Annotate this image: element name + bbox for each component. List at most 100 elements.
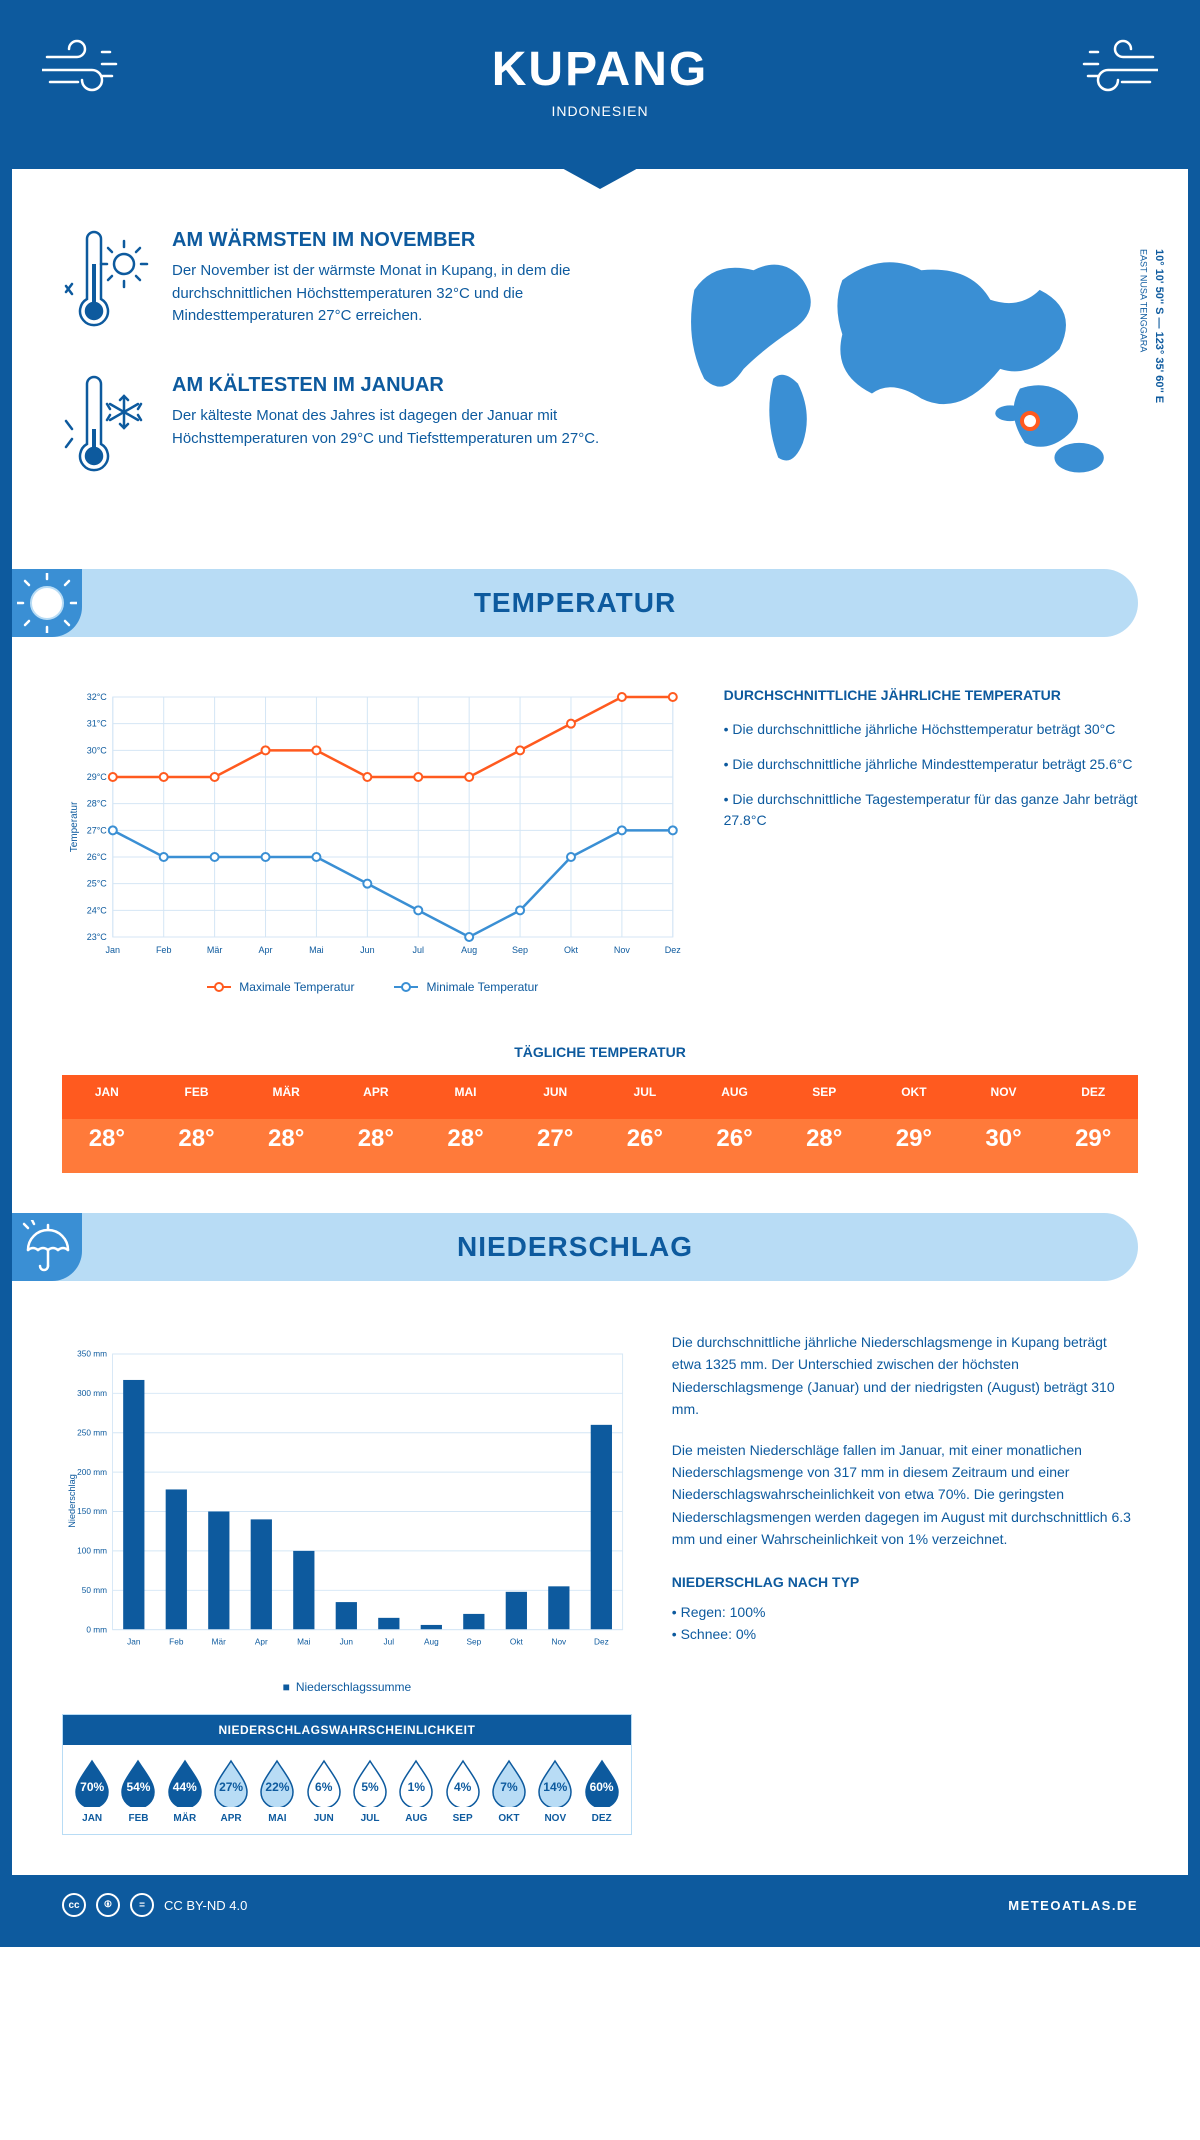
prob-row: 70% JAN 54% FEB 44% MÄR 27% APR [63,1745,631,1834]
prob-item: 7% OKT [488,1759,530,1824]
prob-item: 5% JUL [349,1759,391,1824]
svg-text:Mär: Mär [207,945,223,955]
daily-temp-col: OKT 29° [869,1075,959,1173]
page-title: KUPANG [32,42,1168,97]
precip-type-rain: • Regen: 100% [672,1601,1138,1623]
nd-icon: = [130,1893,154,1917]
prob-item: 27% APR [210,1759,252,1824]
daily-temp-col: APR 28° [331,1075,421,1173]
thermometer-cold-icon [62,374,152,489]
precipitation-banner: NIEDERSCHLAG [12,1213,1138,1281]
daily-temp-col: MÄR 28° [241,1075,331,1173]
precipitation-text: Die durchschnittliche jährliche Niedersc… [672,1331,1138,1835]
svg-text:28°C: 28°C [87,799,108,809]
intro-text-column: AM WÄRMSTEN IM NOVEMBER Der November ist… [62,229,605,519]
world-map-column: 10° 10' 50'' S — 123° 35' 60'' E EAST NU… [645,229,1138,519]
intro-section: AM WÄRMSTEN IM NOVEMBER Der November ist… [12,169,1188,549]
temp-bullet: • Die durchschnittliche Tagestemperatur … [724,789,1138,831]
prob-title: NIEDERSCHLAGSWAHRSCHEINLICHKEIT [63,1715,631,1745]
precip-legend: Niederschlagssumme [62,1680,632,1694]
wind-icon [42,32,132,107]
sun-icon [12,569,82,637]
svg-text:300 mm: 300 mm [77,1389,107,1398]
svg-text:Jun: Jun [340,1637,354,1646]
svg-text:Feb: Feb [156,945,172,955]
prob-item: 70% JAN [71,1759,113,1824]
svg-text:31°C: 31°C [87,719,108,729]
svg-text:Sep: Sep [466,1637,481,1646]
precipitation-probability-box: NIEDERSCHLAGSWAHRSCHEINLICHKEIT 70% JAN … [62,1714,632,1835]
svg-text:Sep: Sep [512,945,528,955]
coordinates: 10° 10' 50'' S — 123° 35' 60'' E EAST NU… [1135,249,1166,403]
svg-text:Mär: Mär [212,1637,226,1646]
temperature-section: 23°C24°C25°C26°C27°C28°C29°C30°C31°C32°C… [12,667,1188,1024]
prob-item: 1% AUG [395,1759,437,1824]
temp-bullet: • Die durchschnittliche jährliche Höchst… [724,719,1138,740]
svg-text:Apr: Apr [259,945,273,955]
thermometer-hot-icon [62,229,152,344]
precip-para: Die meisten Niederschläge fallen im Janu… [672,1439,1138,1551]
svg-text:Mai: Mai [297,1637,310,1646]
svg-text:Feb: Feb [169,1637,184,1646]
precipitation-title: NIEDERSCHLAG [52,1231,1098,1263]
daily-temp-col: JUN 27° [510,1075,600,1173]
precip-type-title: NIEDERSCHLAG NACH TYP [672,1571,1138,1593]
prob-item: 6% JUN [303,1759,345,1824]
svg-text:Jun: Jun [360,945,375,955]
temp-info-title: DURCHSCHNITTLICHE JÄHRLICHE TEMPERATUR [724,687,1138,703]
footer-license: cc 🅯 = CC BY-ND 4.0 [62,1893,247,1917]
svg-text:200 mm: 200 mm [77,1468,107,1477]
svg-text:Temperatur: Temperatur [69,801,80,852]
precip-type-snow: • Schnee: 0% [672,1623,1138,1645]
temperature-banner: TEMPERATUR [12,569,1138,637]
svg-text:Aug: Aug [461,945,477,955]
footer-brand: METEOATLAS.DE [1008,1898,1138,1913]
svg-text:Jul: Jul [412,945,424,955]
svg-text:32°C: 32°C [87,692,108,702]
world-map [645,229,1138,489]
chevron-down-icon [560,167,640,189]
by-icon: 🅯 [96,1893,120,1917]
daily-temp-col: DEZ 29° [1048,1075,1138,1173]
precip-para: Die durchschnittliche jährliche Niedersc… [672,1331,1138,1421]
daily-temp-col: FEB 28° [152,1075,242,1173]
prob-item: 22% MAI [256,1759,298,1824]
precipitation-chart: 0 mm50 mm100 mm150 mm200 mm250 mm300 mm3… [62,1331,632,1671]
svg-text:Jul: Jul [384,1637,395,1646]
svg-text:350 mm: 350 mm [77,1350,107,1359]
svg-text:Nov: Nov [551,1637,567,1646]
daily-temp-title: TÄGLICHE TEMPERATUR [12,1044,1188,1060]
svg-text:Niederschlag: Niederschlag [67,1474,77,1528]
location-marker [1020,411,1040,431]
infographic-page: KUPANG INDONESIEN [0,0,1200,1947]
temperature-chart: 23°C24°C25°C26°C27°C28°C29°C30°C31°C32°C… [62,687,684,994]
daily-temp-col: MAI 28° [421,1075,511,1173]
svg-text:27°C: 27°C [87,825,108,835]
coldest-title: AM KÄLTESTEN IM JANUAR [172,374,605,397]
warmest-text: Der November ist der wärmste Monat in Ku… [172,260,605,328]
footer: cc 🅯 = CC BY-ND 4.0 METEOATLAS.DE [12,1875,1188,1935]
svg-text:Jan: Jan [106,945,121,955]
precipitation-left: 0 mm50 mm100 mm150 mm200 mm250 mm300 mm3… [62,1331,632,1835]
warmest-block: AM WÄRMSTEN IM NOVEMBER Der November ist… [62,229,605,344]
svg-text:Apr: Apr [255,1637,268,1646]
coldest-text: Der kälteste Monat des Jahres ist dagege… [172,405,605,450]
cc-icon: cc [62,1893,86,1917]
prob-item: 4% SEP [442,1759,484,1824]
prob-item: 44% MÄR [164,1759,206,1824]
svg-text:Okt: Okt [564,945,579,955]
svg-text:150 mm: 150 mm [77,1507,107,1516]
daily-temp-col: SEP 28° [779,1075,869,1173]
warmest-title: AM WÄRMSTEN IM NOVEMBER [172,229,605,252]
svg-text:Mai: Mai [309,945,324,955]
daily-temp-table: JAN 28° FEB 28° MÄR 28° APR 28° MAI 28° … [62,1075,1138,1173]
page-subtitle: INDONESIEN [32,103,1168,119]
svg-text:25°C: 25°C [87,879,108,889]
prob-item: 14% NOV [534,1759,576,1824]
temperature-title: TEMPERATUR [52,587,1098,619]
daily-temp-col: NOV 30° [959,1075,1049,1173]
daily-temp-col: JUL 26° [600,1075,690,1173]
svg-text:250 mm: 250 mm [77,1428,107,1437]
svg-text:Dez: Dez [665,945,682,955]
precipitation-section: 0 mm50 mm100 mm150 mm200 mm250 mm300 mm3… [12,1311,1188,1875]
